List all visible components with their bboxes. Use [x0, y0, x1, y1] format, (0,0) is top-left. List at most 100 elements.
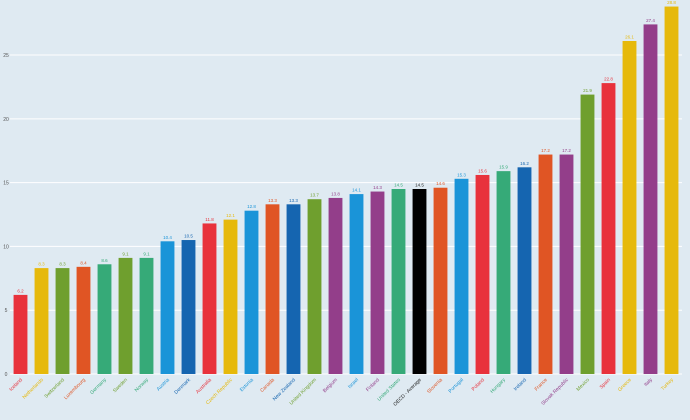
x-tick-label: Denmark: [173, 377, 192, 396]
bar: [181, 240, 196, 374]
x-tick-label: Israel: [347, 377, 360, 390]
bar: [160, 241, 175, 374]
bar: [307, 199, 322, 374]
y-tick-label: 15: [3, 181, 9, 187]
bar: [601, 83, 616, 374]
data-label: 15.3: [457, 172, 466, 177]
x-tick-label: Portugal: [448, 377, 465, 394]
value-labels: 6.2 8.3 8.3 8.4 8.6 9.1 9.1 10.4 10.5 11.8 12.1 12.…: [17, 0, 676, 293]
bar: [391, 189, 406, 374]
bar: [454, 178, 469, 374]
x-tick-label: Germany: [89, 377, 108, 396]
data-label: 14.3: [373, 185, 382, 190]
bars-group: [13, 6, 679, 375]
data-label: 14.5: [415, 183, 424, 188]
x-tick-label: Australia: [195, 377, 213, 395]
data-label: 15.9: [499, 165, 508, 170]
x-tick-label: Austria: [156, 377, 171, 392]
data-label: 15.6: [478, 168, 487, 173]
data-label: 10.4: [163, 235, 172, 240]
y-tick-label: 0: [5, 372, 8, 378]
data-label: 8.3: [38, 262, 45, 267]
data-label: 17.2: [541, 148, 550, 153]
bar: [97, 264, 112, 374]
bar: [118, 257, 133, 374]
data-label: 13.7: [310, 193, 319, 198]
bar: [202, 223, 217, 374]
x-tick-label: Norway: [134, 377, 151, 394]
x-tick-label: Mexico: [575, 377, 591, 393]
data-label: 27.4: [646, 18, 655, 23]
data-label: 13.3: [289, 198, 298, 203]
x-tick-label: Canada: [259, 377, 276, 394]
data-label: 21.9: [583, 88, 592, 93]
x-tick-label: Greece: [617, 377, 633, 393]
bar: [328, 197, 343, 374]
x-tick-label: Turkey: [660, 377, 675, 392]
bar: [244, 210, 259, 374]
y-tick-label: 5: [5, 308, 8, 314]
data-label: 14.6: [436, 181, 445, 186]
bar: [223, 219, 238, 374]
data-label: 9.1: [143, 251, 150, 256]
bar: [580, 94, 595, 374]
x-tick-label: Slovenia: [426, 377, 444, 395]
bar: [34, 268, 49, 374]
x-tick-label: Hungary: [489, 377, 507, 395]
bar: [412, 189, 427, 374]
data-label: 26.1: [625, 35, 634, 40]
bar: [265, 204, 280, 374]
bar: [475, 174, 490, 374]
y-axis: 0 5 10 15 20 25: [3, 53, 9, 378]
x-tick-label: Iceland: [8, 377, 24, 393]
data-label: 8.3: [59, 262, 66, 267]
bar: [643, 24, 658, 375]
data-label: 14.1: [352, 188, 361, 193]
bar: [286, 204, 301, 374]
bar: [538, 154, 553, 374]
data-label: 13.8: [331, 191, 340, 196]
data-label: 8.6: [101, 258, 108, 263]
y-tick-label: 20: [3, 117, 9, 123]
x-tick-label: Poland: [471, 377, 486, 392]
x-tick-label: Italy: [643, 377, 654, 388]
bar: [370, 191, 385, 374]
bar: [55, 268, 70, 374]
bar: [664, 6, 679, 374]
x-tick-label: Luxembourg: [63, 377, 87, 401]
bar: [559, 154, 574, 374]
bar: [76, 266, 91, 374]
data-label: 13.3: [268, 198, 277, 203]
data-label: 14.5: [394, 183, 403, 188]
x-tick-label: Netherlands: [22, 377, 46, 401]
bar: [433, 187, 448, 374]
bar: [622, 41, 637, 374]
data-label: 28.8: [667, 0, 676, 5]
bar: [13, 294, 28, 374]
data-label: 10.5: [184, 234, 193, 239]
x-tick-label: France: [534, 377, 549, 392]
data-label: 8.4: [80, 260, 87, 265]
data-label: 11.8: [205, 217, 214, 222]
data-label: 16.2: [520, 161, 529, 166]
x-tick-label: Spain: [599, 377, 612, 390]
bar: [349, 194, 364, 374]
x-tick-label: Estonia: [239, 377, 255, 393]
data-label: 22.8: [604, 77, 613, 82]
x-tick-label: Finland: [365, 377, 381, 393]
x-tick-label: Ireland: [513, 377, 528, 392]
data-label: 12.8: [247, 204, 256, 209]
bar: [517, 167, 532, 374]
data-label: 6.2: [17, 288, 24, 293]
bar: [139, 257, 154, 374]
bar: [496, 171, 511, 374]
data-label: 9.1: [122, 251, 129, 256]
x-tick-label: Belgium: [322, 377, 339, 394]
y-tick-label: 25: [3, 53, 9, 59]
data-label: 12.1: [226, 213, 235, 218]
x-tick-label: Sweden: [112, 377, 129, 394]
y-tick-label: 10: [3, 244, 9, 250]
